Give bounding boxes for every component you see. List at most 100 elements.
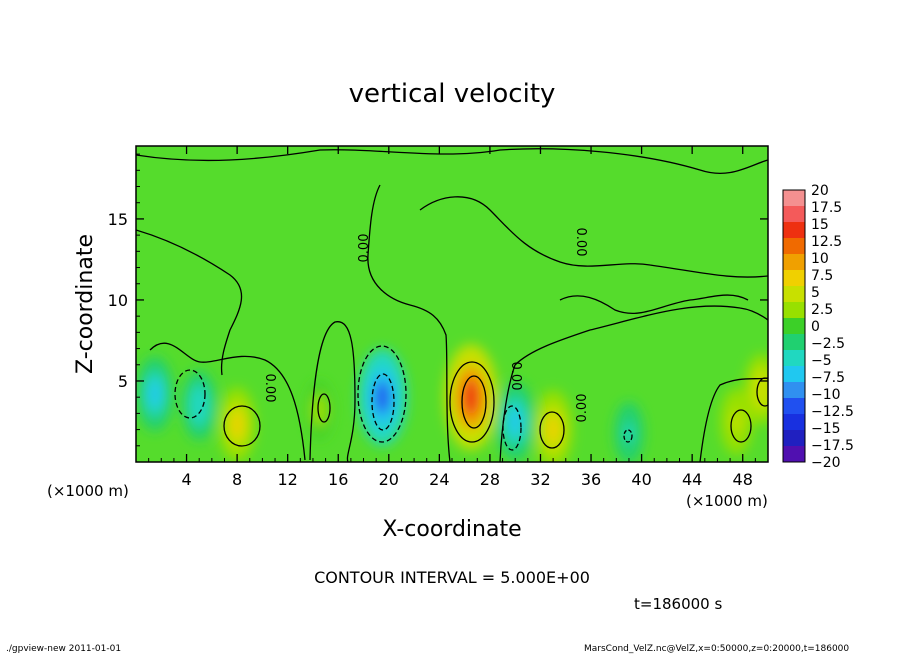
contour-label: 0.00 bbox=[262, 374, 277, 403]
y-axis: 5 10 15 bbox=[108, 153, 768, 447]
zero-contours bbox=[136, 148, 768, 462]
contour-positive-5 bbox=[539, 411, 565, 449]
colorbar-label: −20 bbox=[811, 455, 841, 471]
contour-positive-5 bbox=[223, 405, 261, 447]
x-tick-label: 4 bbox=[181, 470, 191, 489]
velocity-cell-core bbox=[375, 380, 390, 415]
colorbar-frame bbox=[782, 189, 806, 463]
colorbar-swatch bbox=[783, 398, 805, 415]
zero-contour-line bbox=[149, 342, 306, 461]
zero-contour-line bbox=[699, 377, 768, 462]
colorbar-swatch bbox=[783, 414, 805, 431]
time-text: t=186000 s bbox=[634, 595, 722, 613]
x-unit-right: (×1000 m) bbox=[686, 492, 768, 510]
colorbar-label: −10 bbox=[811, 387, 841, 403]
contour-label: 0.00 bbox=[573, 228, 588, 257]
contour-label: 0.00 bbox=[575, 394, 590, 423]
x-axis: 4 8 12 16 20 24 28 32 36 40 44 48 bbox=[148, 146, 756, 489]
y-tick-label: 5 bbox=[118, 372, 128, 391]
x-tick-label: 16 bbox=[328, 470, 348, 489]
velocity-cell-core bbox=[194, 392, 205, 418]
colorbar-swatch bbox=[783, 430, 805, 447]
x-tick-label: 8 bbox=[232, 470, 242, 489]
colorbar-swatch bbox=[783, 238, 805, 255]
x-tick-label: 28 bbox=[480, 470, 500, 489]
contour-negative-10 bbox=[371, 373, 395, 431]
velocity-cell-core bbox=[231, 411, 243, 438]
zero-contour-line bbox=[499, 305, 768, 462]
contour-negative-5 bbox=[502, 405, 522, 451]
plot-area: 0.000.000.000.000.00 4 8 12 16 20 24 28 32 36 40 4… bbox=[108, 145, 769, 489]
velocity-cell-core bbox=[149, 380, 161, 408]
zero-contour-line bbox=[367, 184, 451, 462]
colorbar-label: 5 bbox=[811, 285, 820, 301]
colorbar-swatch bbox=[783, 302, 805, 319]
contour-label-group: 0.00 0.00 0.00 0.00 0.00 bbox=[262, 228, 590, 423]
contour-negative-5 bbox=[357, 345, 407, 443]
contour-positive-5 bbox=[317, 393, 331, 423]
contour-negative-5 bbox=[623, 429, 633, 443]
x-tick-label: 36 bbox=[581, 470, 601, 489]
colorbar: 2017.51512.5107.552.50−2.5−5−7.5−10−12.5… bbox=[782, 183, 854, 471]
colorbar-label: 7.5 bbox=[811, 268, 833, 284]
colorbar-label: −17.5 bbox=[811, 438, 854, 454]
colorbar-label: −15 bbox=[811, 421, 841, 437]
x-tick-label: 12 bbox=[278, 470, 298, 489]
contour-positive-5 bbox=[449, 361, 495, 443]
x-tick-label: 48 bbox=[733, 470, 753, 489]
contour-label: 0.00 bbox=[357, 234, 372, 263]
colorbar-label: 15 bbox=[811, 217, 829, 233]
colorbar-label: −12.5 bbox=[811, 404, 854, 420]
contour-negative-5 bbox=[174, 369, 206, 419]
x-axis-label: X-coordinate bbox=[382, 517, 521, 542]
colorbar-swatch bbox=[783, 334, 805, 351]
colorbar-swatch bbox=[783, 446, 805, 463]
colorbar-swatch bbox=[783, 366, 805, 383]
colorbar-swatch bbox=[783, 286, 805, 303]
colorbar-label: −2.5 bbox=[811, 336, 845, 352]
colorbar-label: 2.5 bbox=[811, 302, 833, 318]
x-unit-left: (×1000 m) bbox=[47, 482, 129, 500]
colorbar-swatch bbox=[783, 350, 805, 367]
contour-positive-10 bbox=[461, 375, 487, 429]
colorbar-label: 20 bbox=[811, 183, 829, 199]
contour-positive-5 bbox=[756, 377, 768, 407]
colorbar-swatch bbox=[783, 206, 805, 223]
x-tick-label: 44 bbox=[682, 470, 702, 489]
colorbar-label: −5 bbox=[811, 353, 832, 369]
velocity-cell-core bbox=[731, 409, 742, 434]
contour-label: 0.00 bbox=[508, 362, 523, 391]
velocity-cell-core bbox=[315, 400, 324, 421]
colorbar-swatch bbox=[783, 222, 805, 239]
x-tick-label: 40 bbox=[631, 470, 651, 489]
velocity-cell-core bbox=[509, 407, 522, 436]
colorbar-label: 17.5 bbox=[811, 200, 842, 216]
velocity-cell-core bbox=[462, 378, 479, 416]
chart-title: vertical velocity bbox=[349, 79, 556, 109]
colorbar-swatch bbox=[783, 318, 805, 335]
colorbar-swatch bbox=[783, 254, 805, 271]
footer-right: MarsCond_VelZ.nc@VelZ,x=0:50000,z=0:2000… bbox=[584, 644, 849, 654]
y-tick-label: 15 bbox=[108, 210, 128, 229]
zero-contour-line bbox=[419, 196, 768, 278]
colorbar-label: 10 bbox=[811, 251, 829, 267]
zero-contour-line bbox=[309, 321, 356, 462]
colorbar-swatch bbox=[783, 270, 805, 287]
colorbar-label: 0 bbox=[811, 319, 820, 335]
footer-left: ./gpview-new 2011-01-01 bbox=[6, 644, 121, 654]
colorbar-label: −7.5 bbox=[811, 370, 845, 386]
zero-contour-line bbox=[136, 229, 243, 376]
y-axis-label: Z-coordinate bbox=[73, 234, 98, 374]
colorbar-swatch bbox=[783, 382, 805, 399]
zero-contour-line bbox=[559, 294, 749, 314]
colorbar-swatch bbox=[783, 190, 805, 207]
y-tick-label: 10 bbox=[108, 291, 128, 310]
colorbar-label: 12.5 bbox=[811, 234, 842, 250]
velocity-cell-core bbox=[547, 415, 559, 444]
contour-positive-5 bbox=[730, 409, 752, 443]
x-tick-label: 20 bbox=[379, 470, 399, 489]
contour-interval-text: CONTOUR INTERVAL = 5.000E+00 bbox=[314, 568, 590, 587]
x-tick-label: 24 bbox=[429, 470, 449, 489]
zero-contour-line bbox=[136, 148, 768, 174]
